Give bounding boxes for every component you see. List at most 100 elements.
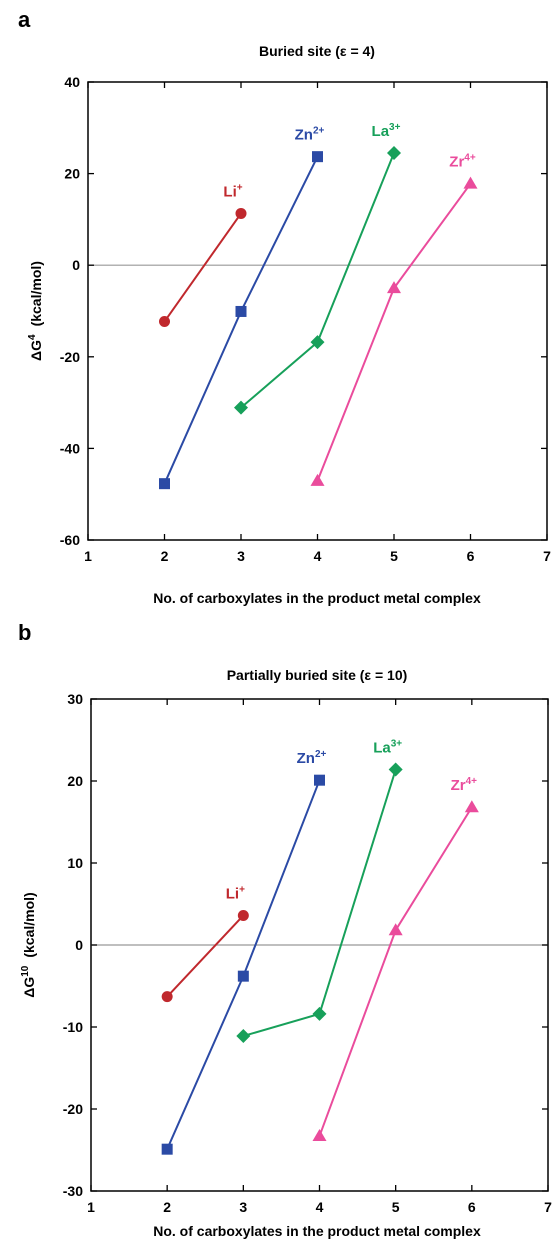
data-point-la-b	[312, 1006, 327, 1021]
chart-panel-a: a Buried site (ε = 4) 1 2 3 4 5 6 7 -60 -40 -20 0…	[18, 7, 551, 606]
y-tick-labels-a: -60 -40 -20 0 20 40	[60, 74, 80, 548]
data-point-li-b	[237, 909, 249, 921]
y-axis-label-sup-a: 4	[27, 334, 38, 340]
tick-marks-b	[90, 698, 549, 1192]
series-label-name-zn-b: Zn	[297, 750, 315, 767]
data-point-la-a	[234, 400, 248, 415]
y-axis-label-sup-b: 10	[20, 965, 31, 977]
series-zr-a: Zr4+	[310, 153, 478, 486]
series-label-zr-a: Zr4+	[449, 153, 476, 171]
x-tick-label-a: 5	[390, 548, 398, 564]
data-point-zn-a	[312, 151, 323, 163]
y-tick-label-a: 20	[64, 166, 80, 182]
series-label-la-a: La3+	[372, 122, 401, 140]
data-point-zr-b	[464, 800, 479, 813]
y-axis-label-main-b: ΔG	[21, 977, 37, 998]
data-point-zn-a	[235, 305, 247, 317]
series-label-li-a: Li+	[223, 182, 242, 200]
series-label-zr-b: Zr4+	[451, 776, 478, 794]
x-tick-labels-b: 1 2 3 4 5 6 7	[87, 1199, 552, 1215]
x-axis-label-b: No. of carboxylates in the product metal…	[153, 1223, 481, 1239]
x-tick-label-b: 1	[87, 1199, 95, 1215]
data-point-zn-b	[314, 774, 325, 786]
x-tick-label-a: 7	[543, 548, 551, 564]
panel-letter-a: a	[18, 7, 31, 32]
series-label-charge-la-b: 3+	[391, 739, 403, 750]
y-tick-labels-b: -30 -20 -10 0 10 20 30	[63, 691, 83, 1199]
data-point-li-a	[159, 316, 170, 328]
x-tick-labels-a: 1 2 3 4 5 6 7	[84, 548, 551, 564]
series-label-li-b: Li+	[226, 884, 245, 902]
series-line-zn-a	[163, 156, 319, 485]
y-axis-label-main-a: ΔG	[28, 340, 44, 361]
x-tick-label-b: 3	[239, 1199, 247, 1215]
series-label-charge-li-a: +	[237, 182, 243, 193]
y-tick-label-a: -60	[60, 532, 80, 548]
series-label-name-li-b: Li	[226, 885, 239, 902]
series-group-a: Li+ Zn2+ La3+ Zr4+	[159, 122, 478, 490]
data-point-zn-b	[237, 970, 249, 982]
tick-marks-a	[87, 81, 548, 541]
data-point-li-b	[161, 991, 173, 1003]
series-line-zr-b	[318, 806, 473, 1137]
y-axis-label-unit-a: (kcal/mol)	[28, 261, 44, 326]
y-axis-label-unit-b: (kcal/mol)	[21, 892, 37, 957]
data-point-zr-b	[312, 1129, 327, 1142]
data-point-zr-a	[387, 281, 401, 294]
y-tick-label-b: 30	[67, 691, 83, 707]
series-line-la-b	[243, 769, 397, 1037]
series-line-li-a	[163, 212, 242, 323]
series-la-a: La3+	[234, 122, 401, 415]
y-axis-label-b: ΔG10 (kcal/mol)	[20, 892, 37, 997]
series-label-charge-zr-a: 4+	[464, 153, 476, 164]
plot-frame-a	[87, 81, 548, 541]
series-label-charge-zr-b: 4+	[466, 776, 478, 787]
series-label-name-zn-a: Zn	[295, 127, 313, 144]
series-label-name-la-b: La	[373, 740, 391, 757]
series-line-la-a	[240, 152, 395, 409]
y-tick-label-a: 40	[64, 74, 80, 90]
data-point-zr-a	[463, 176, 478, 189]
series-label-la-b: La3+	[373, 739, 402, 757]
y-tick-label-b: 20	[67, 773, 83, 789]
series-label-zn-a: Zn2+	[295, 126, 325, 144]
data-point-la-b	[388, 762, 403, 777]
series-label-name-zr-a: Zr	[449, 154, 464, 171]
series-zn-b: Zn2+	[161, 749, 327, 1155]
series-label-name-li-a: Li	[223, 183, 236, 200]
series-label-name-zr-b: Zr	[451, 777, 466, 794]
x-tick-label-a: 4	[314, 548, 322, 564]
y-axis-label-a: ΔG4 (kcal/mol)	[27, 261, 44, 361]
x-tick-label-b: 2	[163, 1199, 171, 1215]
y-tick-label-b: 0	[75, 937, 83, 953]
series-zn-a: Zn2+	[159, 126, 325, 490]
y-tick-label-b: -20	[63, 1101, 83, 1117]
data-point-li-a	[235, 207, 247, 219]
series-group-b: Li+ Zn2+ La3+ Zr4+	[161, 739, 479, 1155]
series-line-li-b	[166, 914, 245, 998]
data-point-la-a	[310, 335, 325, 350]
chart-title-b: Partially buried site (ε = 10)	[227, 667, 408, 683]
series-zr-b: Zr4+	[312, 776, 479, 1142]
series-label-charge-zn-b: 2+	[315, 749, 327, 760]
data-point-la-b	[236, 1029, 251, 1044]
y-tick-label-b: -10	[63, 1019, 83, 1035]
x-tick-label-b: 4	[316, 1199, 324, 1215]
series-label-charge-la-a: 3+	[389, 122, 401, 133]
series-label-zn-b: Zn2+	[297, 749, 327, 767]
chart-title-a: Buried site (ε = 4)	[259, 43, 375, 59]
series-label-charge-li-b: +	[239, 884, 245, 895]
y-tick-label-b: 10	[67, 855, 83, 871]
x-tick-label-a: 3	[237, 548, 245, 564]
series-li-a: Li+	[159, 182, 247, 328]
series-li-b: Li+	[161, 884, 249, 1003]
y-tick-label-b: -30	[63, 1183, 83, 1199]
series-label-charge-zn-a: 2+	[313, 126, 325, 137]
y-tick-label-a: 0	[72, 257, 80, 273]
chart-panel-b: b Partially buried site (ε = 10) 1 2 3 4 5 6 7…	[18, 620, 552, 1239]
x-tick-label-b: 6	[468, 1199, 476, 1215]
x-tick-label-a: 2	[161, 548, 169, 564]
x-tick-label-b: 7	[544, 1199, 552, 1215]
series-la-b: La3+	[236, 739, 403, 1044]
